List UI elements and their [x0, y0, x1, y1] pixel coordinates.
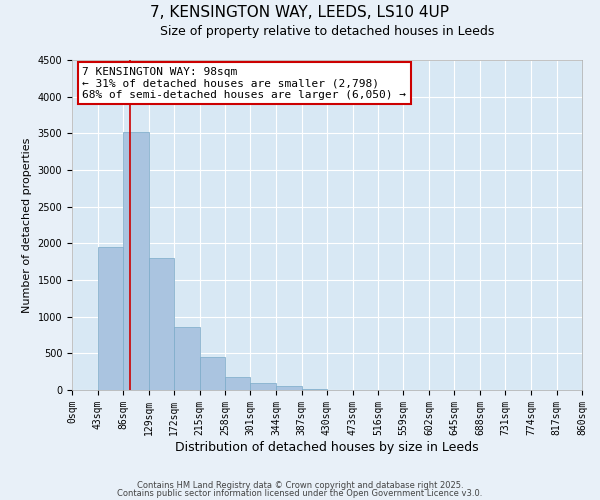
X-axis label: Distribution of detached houses by size in Leeds: Distribution of detached houses by size … — [175, 440, 479, 454]
Bar — [251, 384, 276, 390]
Bar — [97, 247, 123, 390]
Bar — [123, 132, 149, 390]
Bar — [276, 386, 302, 390]
Bar — [199, 357, 225, 390]
Title: Size of property relative to detached houses in Leeds: Size of property relative to detached ho… — [160, 25, 494, 38]
Text: Contains public sector information licensed under the Open Government Licence v3: Contains public sector information licen… — [118, 488, 482, 498]
Bar — [225, 377, 251, 390]
Bar — [174, 327, 199, 390]
Y-axis label: Number of detached properties: Number of detached properties — [22, 138, 32, 312]
Text: 7, KENSINGTON WAY, LEEDS, LS10 4UP: 7, KENSINGTON WAY, LEEDS, LS10 4UP — [151, 5, 449, 20]
Text: 7 KENSINGTON WAY: 98sqm
← 31% of detached houses are smaller (2,798)
68% of semi: 7 KENSINGTON WAY: 98sqm ← 31% of detache… — [82, 66, 406, 100]
Bar — [302, 388, 327, 390]
Text: Contains HM Land Registry data © Crown copyright and database right 2025.: Contains HM Land Registry data © Crown c… — [137, 481, 463, 490]
Bar — [149, 258, 174, 390]
